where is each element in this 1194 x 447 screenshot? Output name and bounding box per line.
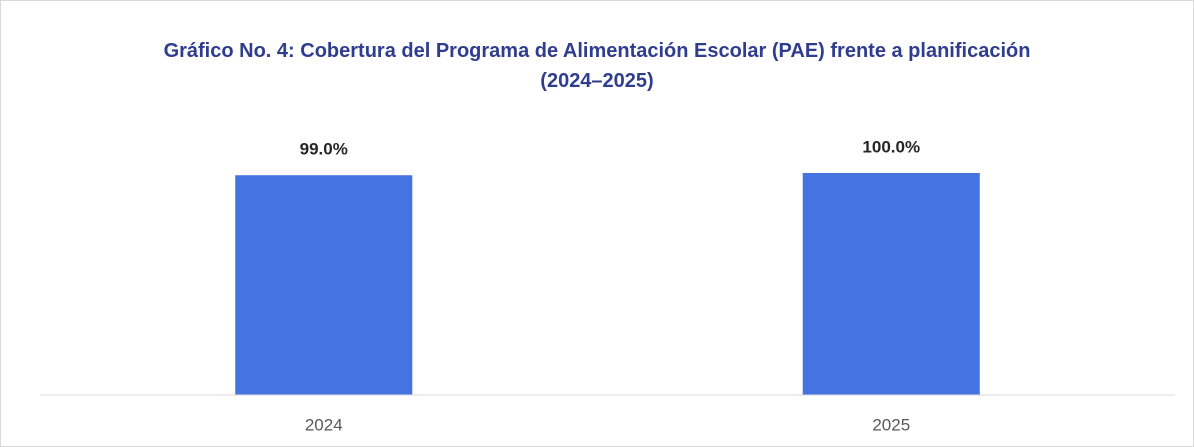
x-tick-label: 2024 (305, 415, 343, 434)
x-tick-label: 2025 (872, 415, 910, 434)
data-label: 99.0% (300, 140, 348, 159)
chart-title: Gráfico No. 4: Cobertura del Programa de… (163, 40, 1031, 92)
bar (235, 175, 413, 395)
bar (802, 173, 980, 395)
data-label: 100.0% (862, 137, 920, 156)
